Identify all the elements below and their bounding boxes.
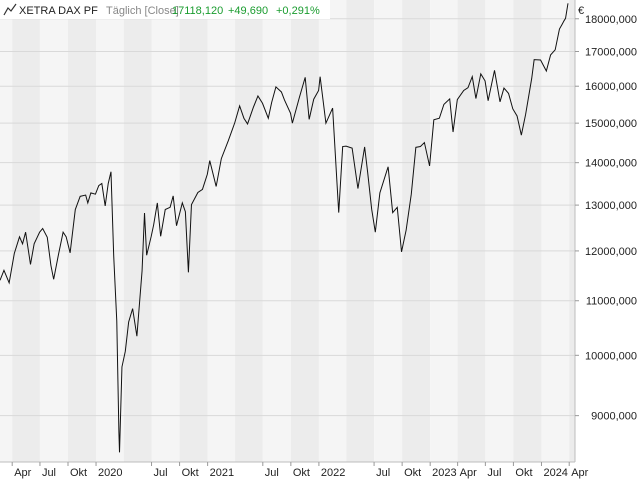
grid-lines	[0, 18, 575, 417]
x-tick-label: 2020	[98, 467, 122, 479]
quarter-band	[346, 0, 375, 462]
quarter-band	[569, 0, 575, 462]
quarter-band	[0, 0, 13, 462]
quarter-band	[179, 0, 208, 462]
y-tick-label: 10000,000	[585, 350, 637, 362]
quarter-band	[123, 0, 152, 462]
x-tick-label: Jul	[42, 467, 56, 479]
x-tick-label: Apr	[460, 467, 477, 479]
quarter-band	[541, 0, 570, 462]
x-tick-label: Okt	[293, 467, 310, 479]
quarter-band	[402, 0, 431, 462]
interval-label: Täglich [Close]	[106, 5, 179, 17]
y-axis-ticks: 9000,000 10000,000 11000,000 12000,000 13000…	[575, 14, 637, 423]
y-tick-label: 12000,000	[585, 246, 637, 258]
quarter-band	[374, 0, 403, 462]
quarter-band	[96, 0, 124, 462]
x-tick-label: Jul	[376, 467, 390, 479]
y-tick-label: 13000,000	[585, 200, 637, 212]
x-tick-label: Jul	[265, 467, 279, 479]
x-tick-label: Okt	[404, 467, 421, 479]
x-tick-label: 2023	[432, 467, 456, 479]
quarter-band	[430, 0, 458, 462]
quarter-band	[207, 0, 236, 462]
header-background	[0, 0, 330, 19]
quarter-band	[262, 0, 291, 462]
x-tick-label: Jul	[154, 467, 168, 479]
quarter-band	[235, 0, 263, 462]
quarter-bands	[0, 0, 575, 462]
x-tick-label: Jul	[487, 467, 501, 479]
x-axis-ticks: Apr Jul Okt 2020 Jul Okt 2021 Jul Okt 2022 Jul Okt 2…	[11, 462, 589, 479]
quarter-band	[318, 0, 347, 462]
quarter-band	[457, 0, 486, 462]
last-price: 17118,120	[172, 5, 223, 17]
y-tick-label: 17000,000	[585, 47, 637, 59]
x-tick-label: 2024	[543, 467, 567, 479]
quarter-band	[485, 0, 514, 462]
quarter-band	[151, 0, 180, 462]
x-tick-label: Apr	[14, 467, 31, 479]
change-absolute: +49,690	[228, 5, 268, 17]
instrument-name: XETRA DAX PF	[19, 5, 98, 17]
y-tick-label: 18000,000	[585, 14, 637, 26]
quarter-band	[67, 0, 97, 462]
x-tick-label: 2021	[210, 467, 234, 479]
quarter-band	[513, 0, 542, 462]
x-tick-label: 2022	[321, 467, 345, 479]
currency-label: €	[578, 5, 584, 17]
y-tick-label: 11000,000	[586, 296, 637, 308]
line-chart-icon	[3, 3, 17, 16]
x-tick-label: Okt	[182, 467, 199, 479]
quarter-band	[12, 0, 40, 462]
chart-header: XETRA DAX PF Täglich [Close] 17118,120 +…	[0, 0, 330, 19]
x-tick-label: Okt	[70, 467, 87, 479]
x-tick-label: Okt	[515, 467, 532, 479]
y-tick-label: 16000,000	[585, 81, 637, 93]
quarter-band	[39, 0, 68, 462]
y-tick-label: 9000,000	[591, 411, 637, 423]
x-tick-label: Apr	[571, 467, 588, 479]
y-tick-label: 15000,000	[585, 118, 637, 130]
change-percent: +0,291%	[276, 5, 320, 17]
quarter-band	[290, 0, 319, 462]
price-series-line[interactable]	[0, 3, 569, 453]
y-tick-label: 14000,000	[585, 158, 637, 170]
